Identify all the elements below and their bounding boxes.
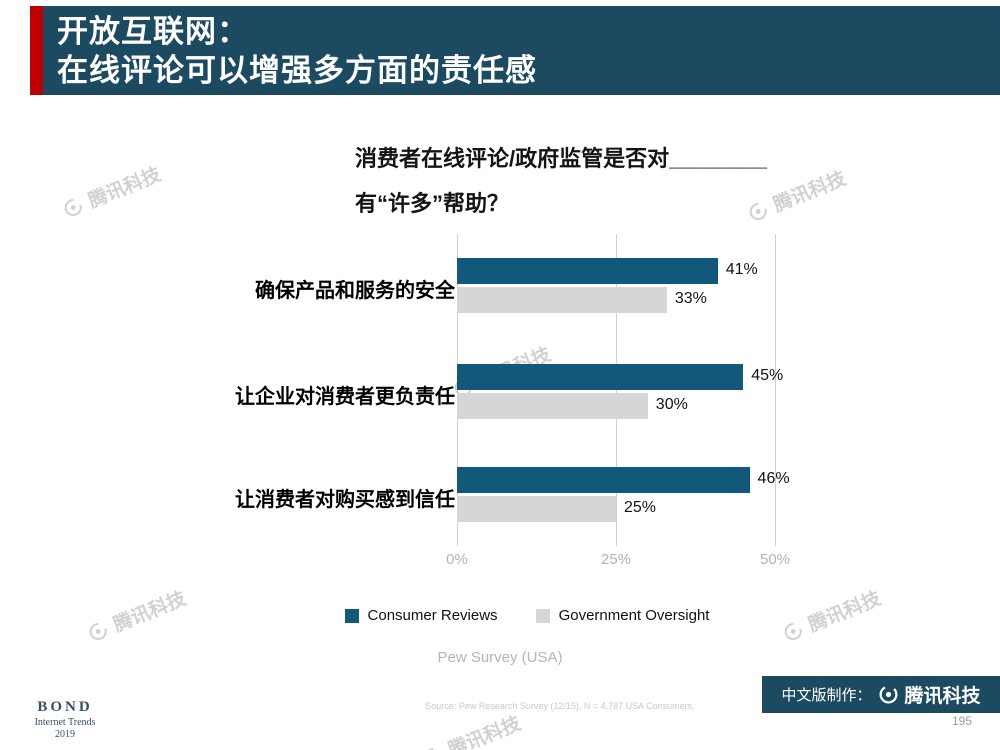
watermark: 腾讯科技 (59, 160, 165, 224)
chart-title: 消费者在线评论/政府监管是否对________ 有“许多”帮助？ (355, 147, 767, 216)
axis-gridline (616, 234, 617, 546)
slide-header: 开放互联网： 在线评论可以增强多方面的责任感 (30, 6, 1000, 95)
credit-prefix: 中文版制作： (781, 687, 872, 704)
slide-title-line1: 开放互联网： (57, 14, 249, 49)
watermark: 腾讯科技 (744, 164, 850, 228)
category-label: 让消费者对购买感到信任 (235, 489, 455, 511)
tencent-tech-logo-icon (878, 685, 898, 704)
bond-logo: BOND Internet Trends 2019 (26, 699, 104, 740)
bar-government-oversight (457, 287, 667, 313)
bar-consumer-reviews (457, 258, 718, 284)
bar-government-oversight (457, 393, 648, 419)
bar-government-oversight (457, 496, 616, 522)
slide-title: 开放互联网： 在线评论可以增强多方面的责任感 (57, 12, 537, 90)
axis-tick-label: 0% (446, 551, 468, 568)
tencent-logo-icon (89, 622, 107, 640)
tencent-logo-icon (424, 747, 442, 750)
axis-tick-label: 25% (600, 551, 632, 568)
legend-swatch (344, 608, 359, 623)
bar-value-label: 41% (725, 261, 758, 278)
bond-logo-line1: Internet Trends (34, 717, 96, 728)
chart-footnote: Pew Survey (USA) (437, 649, 563, 666)
credit-brand: 腾讯科技 (904, 686, 981, 707)
bar-value-label: 25% (624, 499, 657, 516)
header-accent-bar (30, 6, 43, 95)
axis-tick-label: 50% (759, 551, 791, 568)
watermark: 腾讯科技 (84, 584, 190, 648)
tencent-logo-icon (749, 202, 767, 220)
bond-logo-name: BOND (37, 699, 93, 715)
bar-value-label: 46% (757, 470, 790, 487)
legend: Consumer Reviews Government Oversight (27, 607, 1000, 624)
chart-title-line2: 有“许多”帮助？ (355, 191, 510, 216)
tencent-logo-icon (64, 198, 82, 216)
source-line: Source: Pew Research Survey (12/15). N =… (425, 701, 695, 711)
legend-label: Consumer Reviews (367, 607, 498, 624)
chart-title-line1: 消费者在线评论/政府监管是否对________ (355, 146, 767, 171)
bond-logo-line2: 2019 (55, 729, 75, 740)
bar-value-label: 30% (655, 396, 688, 413)
bar-consumer-reviews (457, 467, 750, 493)
watermark: 腾讯科技 (779, 584, 885, 648)
category-label: 确保产品和服务的安全 (255, 280, 455, 302)
bar-consumer-reviews (457, 364, 744, 390)
tencent-logo-icon (784, 622, 802, 640)
category-label: 让企业对消费者更负责任 (235, 386, 455, 408)
axis-gridline (775, 234, 776, 546)
watermark: 腾讯科技 (419, 709, 525, 750)
page-number: 195 (951, 714, 972, 728)
axis-gridline (457, 234, 458, 546)
bar-value-label: 45% (751, 367, 784, 384)
legend-item: Government Oversight (535, 607, 710, 624)
legend-label: Government Oversight (558, 607, 710, 624)
legend-item: Consumer Reviews (344, 607, 498, 624)
slide-title-line2: 在线评论可以增强多方面的责任感 (57, 53, 537, 88)
legend-swatch (535, 608, 550, 623)
bar-value-label: 33% (674, 290, 707, 307)
credit-bar: 中文版制作： 腾讯科技 (762, 676, 1000, 713)
